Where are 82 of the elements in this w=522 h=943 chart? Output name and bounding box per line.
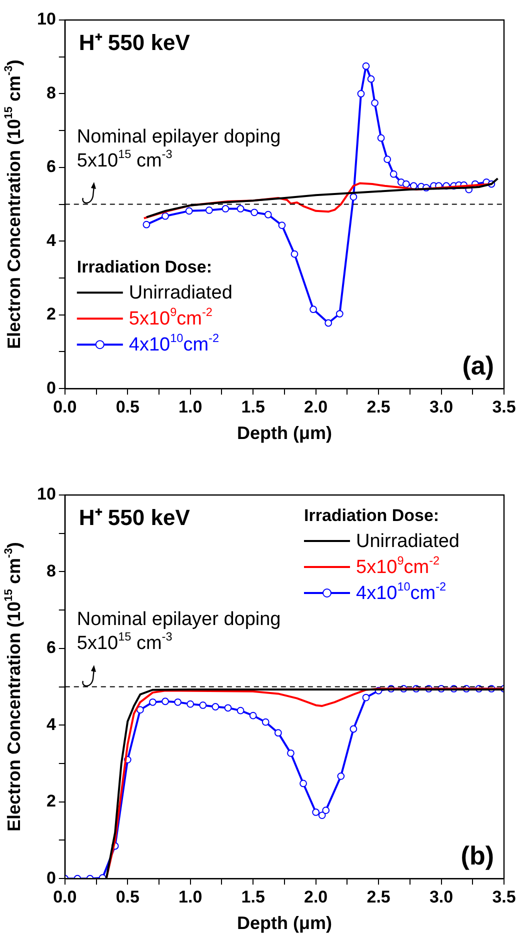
point	[362, 694, 370, 702]
x-tick-label: 0.0	[53, 397, 77, 416]
y-tick-label: 0	[46, 868, 56, 888]
point	[236, 205, 244, 212]
point	[149, 698, 156, 706]
point	[337, 772, 345, 780]
point	[287, 749, 294, 757]
x-tick-label: 1.5	[241, 397, 265, 416]
y-tick-label: 8	[46, 83, 56, 102]
text: H⁺ 550 keV	[78, 505, 190, 530]
point	[136, 706, 144, 714]
x-axis-title: Depth (μm)	[236, 423, 332, 443]
annotation: (b)	[460, 840, 494, 871]
point	[300, 780, 307, 788]
point	[402, 180, 410, 188]
point	[199, 702, 207, 709]
y-tick-label: 10	[36, 484, 56, 504]
x-tick-label: 0.5	[116, 397, 140, 416]
y-tick-label: 6	[46, 157, 56, 176]
point	[367, 75, 375, 83]
y-tick-label: 4	[46, 714, 56, 734]
x-tick-label: 1.5	[241, 887, 265, 906]
x-tick-label: 0.5	[116, 887, 140, 906]
y-tick-label: 2	[46, 304, 56, 324]
y-tick-label: 0	[46, 378, 56, 398]
x-tick-label: 0.0	[53, 887, 77, 906]
point	[224, 704, 232, 712]
point	[310, 306, 318, 314]
point	[350, 725, 358, 733]
x-tick-label: 2.0	[304, 887, 328, 906]
y-tick-label: 8	[46, 561, 56, 580]
point	[390, 170, 398, 178]
point	[262, 718, 270, 726]
x-tick-label: 3.0	[429, 887, 454, 906]
point	[174, 698, 182, 706]
point	[249, 712, 257, 720]
legend-title: Irradiation Dose:	[304, 506, 440, 525]
annotation: (a)	[462, 350, 494, 381]
point	[264, 210, 272, 218]
point	[350, 193, 358, 201]
point	[322, 806, 330, 814]
point	[142, 220, 150, 228]
x-tick-label: 3.0	[429, 397, 454, 416]
point	[362, 62, 370, 70]
point	[371, 99, 378, 107]
point	[357, 90, 365, 98]
point	[324, 319, 332, 327]
point	[236, 706, 244, 714]
point	[318, 812, 326, 820]
point	[274, 729, 282, 737]
x-tick-label: 1.0	[178, 397, 202, 416]
x-tick-label: 1.0	[178, 887, 202, 906]
x-tick-label: 2.5	[366, 397, 390, 416]
point	[162, 698, 169, 706]
y-axis-title: Electron Concentration (1015 cm-3)	[2, 542, 24, 832]
point	[205, 206, 213, 214]
point	[290, 250, 298, 258]
point	[222, 205, 230, 212]
point	[377, 134, 385, 142]
point	[384, 156, 392, 164]
point	[250, 208, 258, 216]
point	[278, 222, 286, 230]
x-tick-label: 2.0	[304, 397, 328, 416]
point	[186, 700, 194, 708]
x-tick-label: 2.5	[366, 887, 390, 906]
legend-label: Unirradiated	[356, 531, 460, 552]
x-axis-title: Depth (μm)	[236, 913, 332, 933]
legend-title: Irradiation Dose:	[76, 258, 212, 277]
point	[162, 212, 169, 220]
y-tick-label: 2	[46, 792, 56, 811]
y-axis-title: Electron Concentration (1015 cm-3)	[2, 60, 24, 349]
point	[185, 207, 193, 215]
point	[336, 310, 344, 318]
y-tick-label: 4	[46, 230, 56, 250]
x-tick-label: 3.5	[492, 397, 516, 416]
point	[212, 703, 220, 710]
y-tick-label: 10	[36, 10, 56, 29]
point	[312, 808, 320, 816]
text: H⁺ 550 keV	[78, 30, 190, 55]
x-tick-label: 3.5	[492, 887, 516, 906]
legend-label: Unirradiated	[128, 282, 232, 304]
y-tick-label: 6	[46, 638, 56, 658]
